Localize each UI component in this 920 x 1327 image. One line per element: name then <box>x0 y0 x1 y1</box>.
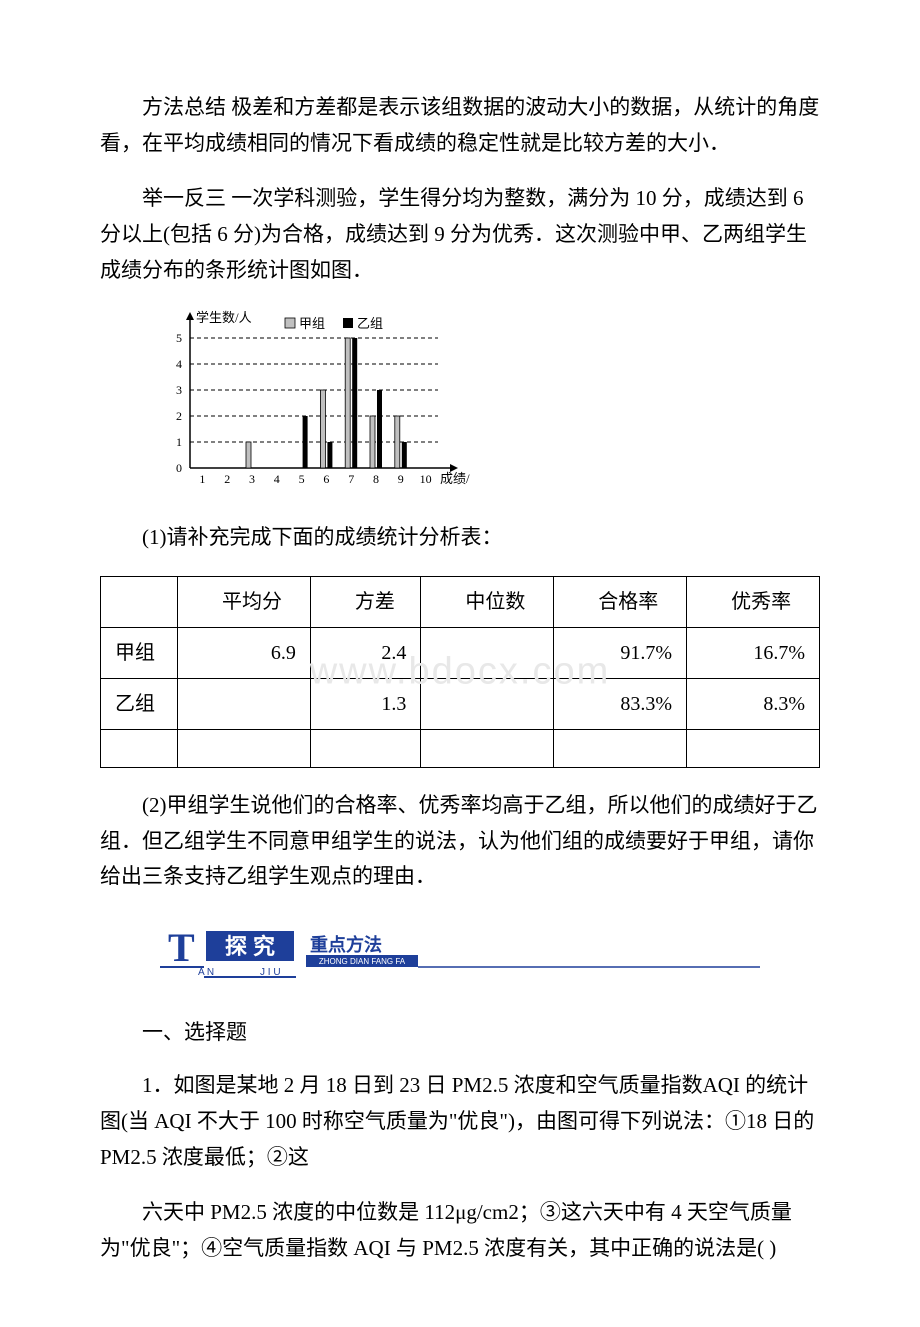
svg-text:7: 7 <box>348 472 354 486</box>
example-intro: 举一反三 一次学科测验，学生得分均为整数，满分为 10 分，成绩达到 6 分以上… <box>100 181 820 288</box>
svg-text:4: 4 <box>274 472 280 486</box>
hdr-empty <box>101 576 178 627</box>
svg-text:ZHONG DIAN FANG FA: ZHONG DIAN FANG FA <box>319 957 406 966</box>
hdr-excellent: 优秀率 <box>687 576 820 627</box>
method-summary: 方法总结 极差和方差都是表示该组数据的波动大小的数据，从统计的角度看，在平均成绩… <box>100 90 820 161</box>
svg-text:T: T <box>168 925 195 970</box>
table-row-jia: 甲组 6.9 2.4 91.7% 16.7% <box>101 627 820 678</box>
cell-jia-mean: 6.9 <box>178 627 311 678</box>
choice-item-1a: 1．如图是某地 2 月 18 日到 23 日 PM2.5 浓度和空气质量指数AQ… <box>100 1068 820 1175</box>
cell-yi-median <box>421 678 554 729</box>
table-row-empty <box>101 729 820 767</box>
svg-text:探 究: 探 究 <box>225 934 275 959</box>
svg-text:学生数/人: 学生数/人 <box>196 310 252 325</box>
section-choice-header: 一、选择题 <box>100 1015 820 1051</box>
hdr-median: 中位数 <box>421 576 554 627</box>
svg-text:成绩/分: 成绩/分 <box>440 471 470 486</box>
table-row-yi: 乙组 1.3 83.3% 8.3% <box>101 678 820 729</box>
cell-jia-var: 2.4 <box>310 627 421 678</box>
svg-text:4: 4 <box>176 357 182 371</box>
cell-yi-mean <box>178 678 311 729</box>
svg-text:乙组: 乙组 <box>357 316 383 331</box>
svg-text:5: 5 <box>176 331 182 345</box>
svg-text:甲组: 甲组 <box>299 316 325 331</box>
cell-jia-pass: 91.7% <box>554 627 687 678</box>
svg-text:3: 3 <box>176 383 182 397</box>
cell-yi-pass: 83.3% <box>554 678 687 729</box>
svg-text:2: 2 <box>224 472 230 486</box>
hdr-mean: 平均分 <box>178 576 311 627</box>
hdr-passrate: 合格率 <box>554 576 687 627</box>
svg-text:重点方法: 重点方法 <box>310 934 382 955</box>
cell-yi-var: 1.3 <box>310 678 421 729</box>
table-header-row: 平均分 方差 中位数 合格率 优秀率 <box>101 576 820 627</box>
svg-text:5: 5 <box>299 472 305 486</box>
cell-jia-label: 甲组 <box>101 627 178 678</box>
tanjiu-banner: T探 究A NJ I U重点方法ZHONG DIAN FANG FA <box>160 925 820 997</box>
svg-text:0: 0 <box>176 461 182 475</box>
svg-text:1: 1 <box>199 472 205 486</box>
svg-text:8: 8 <box>373 472 379 486</box>
choice-item-1b: 六天中 PM2.5 浓度的中位数是 112μg/cm2；③这六天中有 4 天空气… <box>100 1195 820 1266</box>
svg-text:2: 2 <box>176 409 182 423</box>
cell-jia-median <box>421 627 554 678</box>
svg-text:9: 9 <box>398 472 404 486</box>
stats-analysis-table: 平均分 方差 中位数 合格率 优秀率 甲组 6.9 2.4 91.7% 16.7… <box>100 576 820 768</box>
question-2: (2)甲组学生说他们的合格率、优秀率均高于乙组，所以他们的成绩好于乙组．但乙组学… <box>100 788 820 895</box>
score-bar-chart: 1 2 3 4 5 0 1 2 3 4 5 6 7 8 9 10 学生数/人成绩/分 甲组 乙组 <box>160 308 820 510</box>
hdr-variance: 方差 <box>310 576 421 627</box>
svg-text:10: 10 <box>420 472 432 486</box>
cell-yi-exc: 8.3% <box>687 678 820 729</box>
svg-text:1: 1 <box>176 435 182 449</box>
cell-yi-label: 乙组 <box>101 678 178 729</box>
question-1: (1)请补充完成下面的成绩统计分析表： <box>100 520 820 556</box>
svg-text:6: 6 <box>323 472 329 486</box>
svg-text:3: 3 <box>249 472 255 486</box>
cell-jia-exc: 16.7% <box>687 627 820 678</box>
